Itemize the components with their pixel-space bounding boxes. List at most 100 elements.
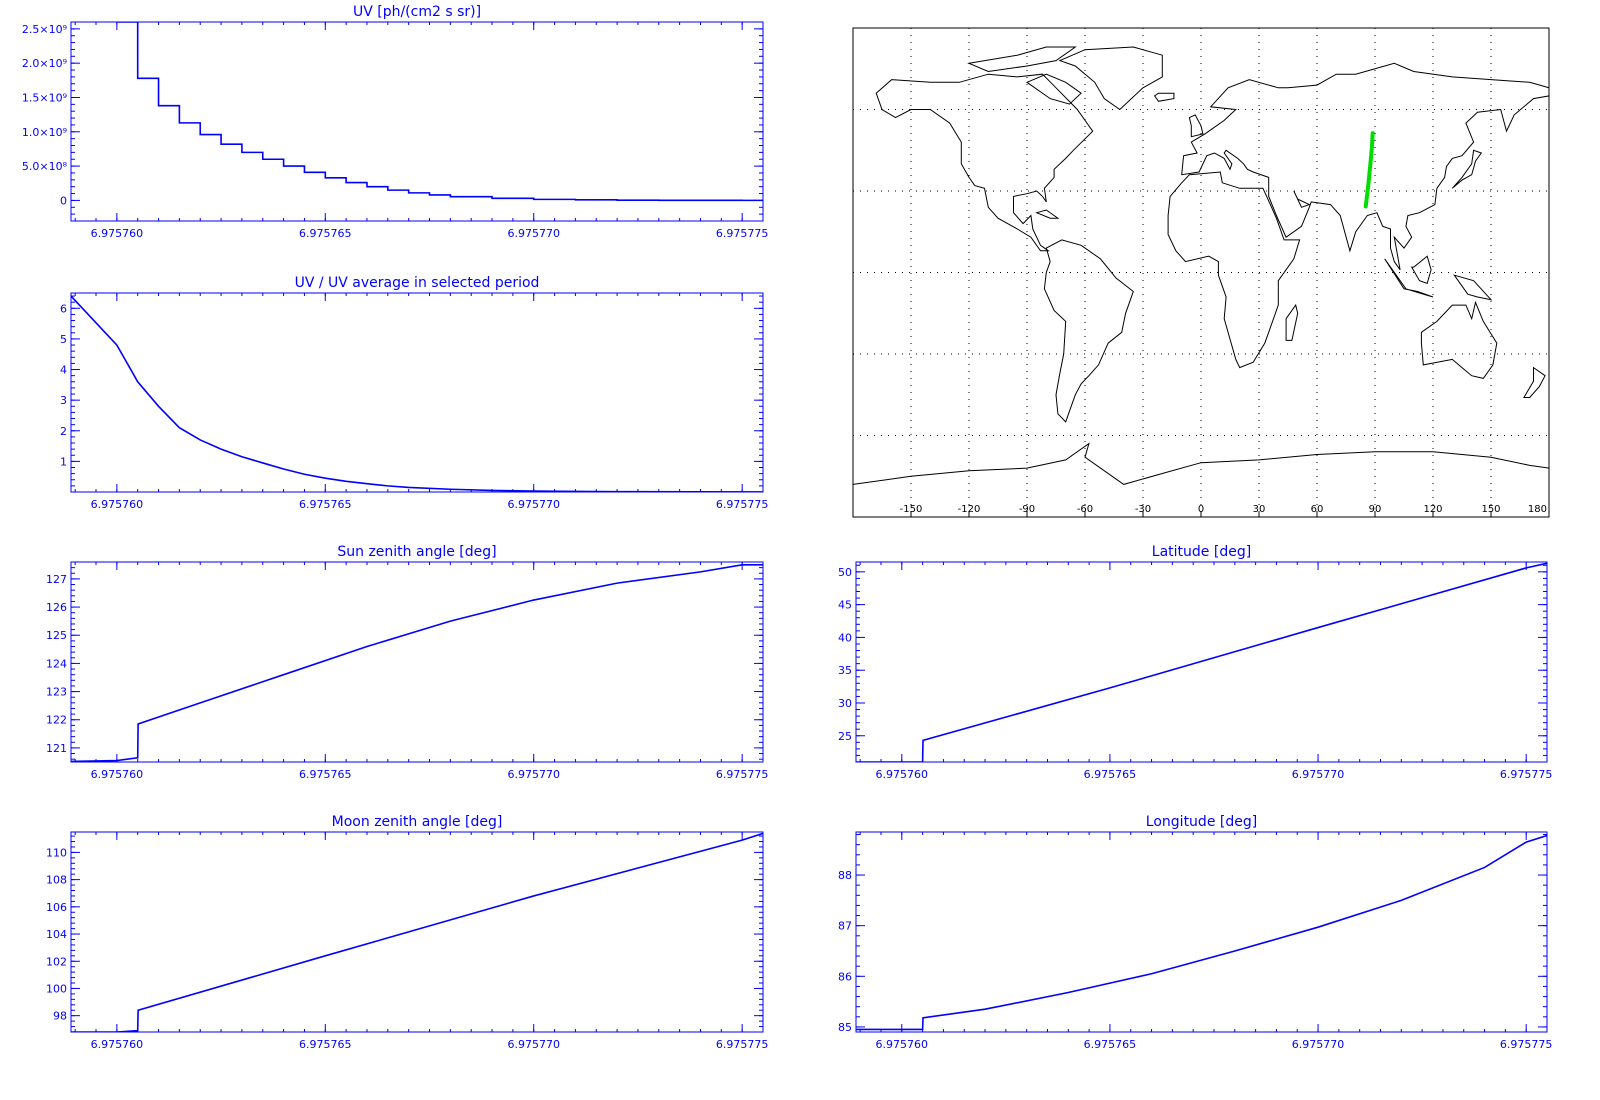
x-tick-label: 6.975770 (507, 227, 560, 240)
uv-ratio-chart: UV / UV average in selected period 6.9757… (60, 275, 768, 511)
y-tick-label: 126 (46, 601, 67, 614)
map-x-tick-label: 90 (1369, 504, 1382, 515)
y-tick-label: 125 (46, 629, 67, 642)
x-tick-label: 6.975775 (716, 227, 769, 240)
sun-zenith-chart: Sun zenith angle [deg] 6.975760 6.975765 6.… (46, 544, 768, 781)
y-tick-label: 100 (46, 982, 67, 995)
y-tick-label: 110 (46, 846, 67, 859)
map-x-tick-label: 30 (1253, 504, 1266, 515)
y-tick-label: 121 (46, 742, 67, 755)
plot-frame (70, 561, 764, 763)
chart-title: UV [ph/(cm2 s sr)] (353, 4, 481, 20)
latitude-chart: Latitude [deg] 6.975760 6.975765 6.975770 6.… (838, 544, 1552, 781)
plot-frame (855, 561, 1548, 763)
y-tick-label: 88 (838, 869, 852, 882)
map-x-tick-label: 0 (1198, 504, 1204, 515)
x-tick-label: 6.975760 (876, 1038, 929, 1051)
y-tick-label: 108 (46, 874, 67, 887)
y-tick-label: 5 (60, 333, 67, 346)
y-tick-label: 45 (838, 599, 852, 612)
coastline-new-guinea (1453, 274, 1493, 301)
x-tick-label: 6.975770 (507, 1038, 560, 1051)
y-tick-label: 35 (838, 664, 852, 677)
y-tick-label: 4 (60, 364, 67, 377)
coastline-eurasia (1181, 62, 1550, 271)
coastline-cuba (1035, 209, 1060, 219)
y-tick-label: 30 (838, 697, 852, 710)
data-series-line (71, 832, 763, 1032)
coastline-japan (1451, 149, 1483, 189)
data-series-line (856, 562, 1547, 762)
x-tick-label: 6.975775 (716, 768, 769, 781)
x-tick-label: 6.975770 (1292, 1038, 1345, 1051)
x-tick-label: 6.975770 (507, 498, 560, 511)
moon-zenith-chart: Moon zenith angle [deg] 6.975760 6.975765 6… (46, 814, 768, 1051)
x-tick-label: 6.975765 (299, 498, 352, 511)
map-x-tick-label: -60 (1077, 504, 1093, 515)
x-tick-label: 6.975760 (91, 1038, 144, 1051)
x-tick-label: 6.975765 (1084, 768, 1137, 781)
map-x-tick-label: -120 (958, 504, 981, 515)
y-tick-label: 1.5×10⁹ (22, 91, 67, 104)
y-tick-label: 40 (838, 631, 852, 644)
y-tick-label: 6 (60, 302, 67, 315)
chart-title: Sun zenith angle [deg] (337, 544, 496, 560)
coastline-madagascar (1285, 303, 1299, 341)
y-tick-label: 2 (60, 425, 67, 438)
data-series-line (71, 295, 763, 492)
y-tick-label: 2.5×10⁹ (22, 23, 67, 36)
chart-title: Longitude [deg] (1146, 814, 1257, 830)
coastline-borneo (1410, 255, 1432, 285)
map-frame (852, 27, 1550, 518)
y-tick-label: 122 (46, 714, 67, 727)
x-tick-label: 6.975760 (876, 768, 929, 781)
y-tick-label: 86 (838, 970, 852, 983)
coastline-iceland (1153, 92, 1175, 102)
x-tick-label: 6.975770 (507, 768, 560, 781)
world-map: -150 -120 -90 -60 -30 0 30 60 90 120 150 180 (852, 27, 1550, 518)
y-tick-label: 98 (53, 1010, 67, 1023)
coastline-antarctica (852, 442, 1550, 485)
satellite-track (1363, 131, 1375, 209)
map-x-tick-label: -30 (1135, 504, 1151, 515)
coastline-north-america (875, 73, 1094, 252)
coastline-africa (1167, 171, 1301, 369)
y-tick-label: 87 (838, 920, 852, 933)
y-tick-label: 25 (838, 730, 852, 743)
coastline-australia (1420, 300, 1498, 379)
coastline-greenland (1058, 46, 1163, 111)
y-tick-label: 85 (838, 1021, 852, 1034)
x-tick-label: 6.975770 (1292, 768, 1345, 781)
chart-title: Latitude [deg] (1152, 544, 1251, 560)
x-tick-label: 6.975765 (299, 768, 352, 781)
x-tick-label: 6.975765 (299, 227, 352, 240)
plot-frame (855, 831, 1548, 1033)
y-tick-label: 3 (60, 394, 67, 407)
chart-title: UV / UV average in selected period (295, 275, 540, 291)
plot-frame (70, 21, 764, 222)
y-tick-label: 0 (60, 194, 67, 207)
map-x-tick-label: 180 (1528, 504, 1547, 515)
coastline-south-america (1043, 239, 1134, 423)
y-tick-label: 127 (46, 573, 67, 586)
coastline-new-zealand (1523, 366, 1546, 398)
y-tick-label: 5.0×10⁸ (22, 160, 68, 173)
x-tick-label: 6.975760 (91, 227, 144, 240)
x-tick-label: 6.975775 (716, 1038, 769, 1051)
data-series-line (71, 564, 763, 762)
map-x-tick-label: 120 (1423, 504, 1442, 515)
map-x-tick-label: -90 (1019, 504, 1035, 515)
coastline-baffin (1025, 73, 1082, 105)
coastline-britain (1188, 114, 1204, 138)
map-x-tick-label: 150 (1481, 504, 1500, 515)
y-tick-label: 123 (46, 686, 67, 699)
data-series-line (116, 22, 763, 202)
chart-title: Moon zenith angle [deg] (332, 814, 503, 830)
map-x-tick-label: 60 (1311, 504, 1324, 515)
x-tick-label: 6.975760 (91, 498, 144, 511)
y-tick-label: 50 (838, 566, 852, 579)
y-tick-label: 1 (60, 455, 67, 468)
y-tick-label: 102 (46, 955, 67, 968)
y-tick-label: 104 (46, 928, 67, 941)
